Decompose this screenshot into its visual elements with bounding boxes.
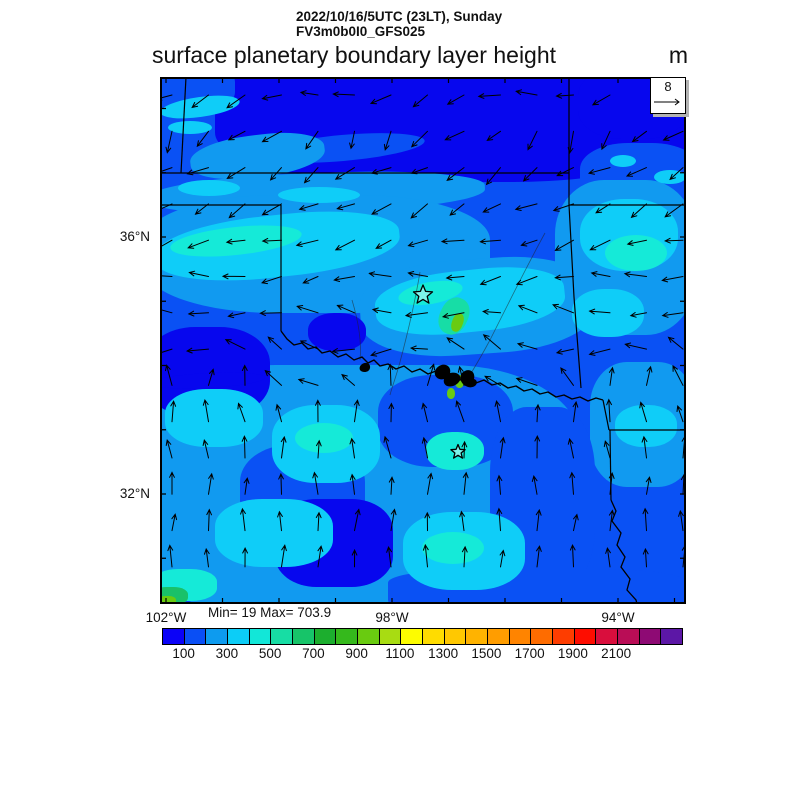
colorbar-tick-label: 900 bbox=[345, 646, 368, 661]
colorbar-cell bbox=[618, 629, 640, 644]
colorbar bbox=[162, 628, 683, 645]
colorbar-cell bbox=[466, 629, 489, 644]
colorbar-tick-label: 1500 bbox=[471, 646, 502, 661]
field-blob bbox=[160, 596, 176, 604]
colorbar-cell bbox=[336, 629, 359, 644]
contour-field bbox=[160, 77, 686, 604]
header-dateline: 2022/10/16/5UTC (23LT), Sunday bbox=[296, 9, 503, 24]
map-overlay bbox=[160, 77, 686, 604]
colorbar-labels: 100 300 500 700 900 1100 1300 1500 1700 1900 2100 bbox=[162, 646, 681, 662]
minmax-label: Min= 19 Max= 703.9 bbox=[208, 605, 332, 620]
wind-arrows bbox=[160, 89, 686, 568]
field-blob bbox=[447, 388, 455, 399]
field-blob bbox=[426, 432, 484, 470]
reference-vector-box: 8 bbox=[650, 77, 686, 114]
colorbar-cell bbox=[379, 629, 402, 644]
map-frame bbox=[160, 77, 686, 604]
colorbar-cell bbox=[488, 629, 510, 644]
axis-ticks bbox=[160, 77, 686, 604]
colorbar-cell bbox=[293, 629, 315, 644]
field-blob bbox=[278, 187, 360, 203]
sabine-river bbox=[610, 499, 638, 604]
state-border bbox=[568, 204, 582, 389]
city-star-marker bbox=[412, 284, 434, 304]
reference-vector-arrow-icon bbox=[654, 98, 680, 106]
colorbar-cell bbox=[184, 629, 207, 644]
reference-vector-value: 8 bbox=[664, 79, 672, 94]
colorbar-cell bbox=[574, 629, 597, 644]
colorbar-cell bbox=[531, 629, 554, 644]
river-line bbox=[469, 232, 546, 376]
colorbar-cell bbox=[444, 629, 467, 644]
colorbar-cell bbox=[596, 629, 619, 644]
river-line bbox=[389, 271, 421, 396]
lat-tick-label: 32°N bbox=[119, 486, 150, 501]
colorbar-cell bbox=[358, 629, 380, 644]
lake bbox=[434, 364, 461, 387]
field-blob bbox=[215, 499, 333, 567]
field-blob bbox=[165, 389, 263, 447]
header-model-run: FV3m0b0I0_GFS025 bbox=[296, 24, 426, 39]
lake bbox=[359, 362, 371, 373]
colorbar-tick-label: 1700 bbox=[514, 646, 545, 661]
lake bbox=[460, 370, 477, 388]
field-blob bbox=[178, 180, 240, 196]
lon-tick-label: 98°W bbox=[375, 610, 409, 625]
field-blob bbox=[295, 423, 353, 453]
map-plot bbox=[160, 77, 686, 604]
state-border bbox=[180, 77, 187, 174]
lat-tick-label: 36°N bbox=[119, 229, 150, 244]
field-blob bbox=[654, 170, 686, 184]
colorbar-cell bbox=[163, 629, 185, 644]
unit-label: m bbox=[668, 42, 688, 68]
colorbar-tick-label: 500 bbox=[258, 646, 282, 661]
colorbar-cell bbox=[206, 629, 229, 644]
lon-tick-label: 94°W bbox=[601, 610, 635, 625]
state-border bbox=[602, 399, 610, 431]
colorbar-cell bbox=[401, 629, 424, 644]
colorbar-tick-label: 300 bbox=[215, 646, 239, 661]
field-blob bbox=[168, 121, 212, 134]
colorbar-cell bbox=[423, 629, 445, 644]
colorbar-tick-label: 700 bbox=[302, 646, 325, 661]
lon-tick-label: 102°W bbox=[145, 610, 187, 625]
river-line bbox=[351, 299, 361, 361]
colorbar-cell bbox=[249, 629, 272, 644]
colorbar-tick-label: 1900 bbox=[557, 646, 588, 661]
colorbar-cell bbox=[661, 629, 683, 644]
colorbar-cell bbox=[314, 629, 337, 644]
field-blob bbox=[455, 375, 464, 388]
field-blob bbox=[308, 313, 366, 351]
colorbar-tick-label: 1100 bbox=[385, 646, 415, 661]
field-blob bbox=[422, 532, 484, 564]
colorbar-cell bbox=[639, 629, 662, 644]
colorbar-tick-label: 2100 bbox=[601, 646, 632, 661]
city-star-marker bbox=[450, 443, 466, 459]
page-title: surface planetary boundary layer height bbox=[152, 42, 557, 68]
colorbar-cell bbox=[509, 629, 532, 644]
colorbar-tick-label: 100 bbox=[172, 646, 195, 661]
colorbar-cell bbox=[271, 629, 294, 644]
colorbar-cell bbox=[553, 629, 575, 644]
field-blob bbox=[605, 235, 667, 271]
colorbar-tick-label: 1300 bbox=[428, 646, 459, 661]
field-blob bbox=[610, 155, 636, 167]
colorbar-cell bbox=[228, 629, 250, 644]
